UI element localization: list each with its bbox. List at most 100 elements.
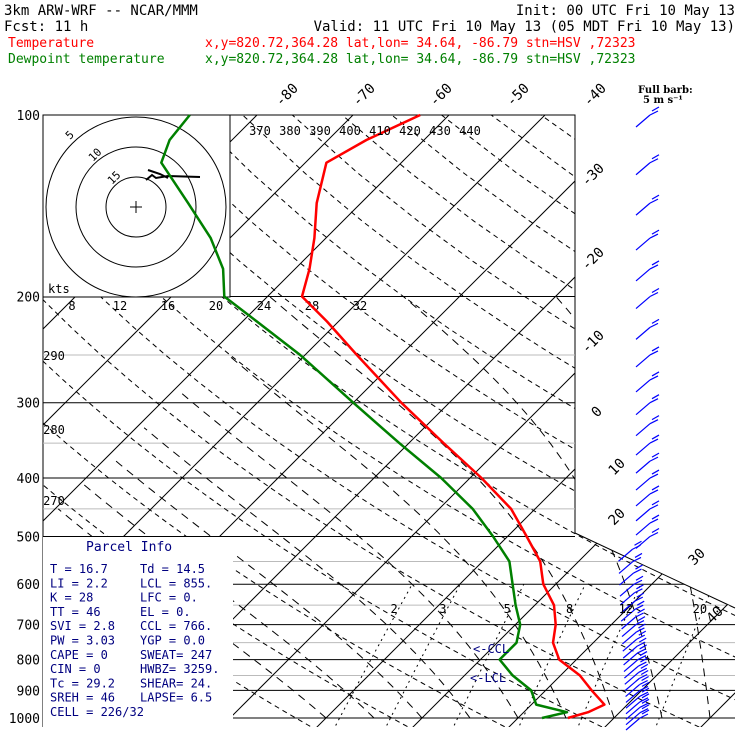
parcel-info-right: HWBZ= 3259.	[140, 662, 219, 676]
hodograph-trace	[145, 173, 201, 181]
wind-barb	[635, 423, 651, 437]
dry-adiabat	[540, 115, 735, 727]
theta-label: 440	[459, 124, 481, 138]
wind-barb	[649, 456, 659, 462]
wind-barb	[649, 419, 659, 425]
wind-barb	[649, 322, 659, 328]
hodograph-ring	[45, 116, 227, 298]
wind-barb	[635, 402, 651, 416]
wind-barb	[636, 634, 646, 640]
hodograph-scale-label: 24	[257, 299, 271, 313]
parcel-info-left: T = 16.7	[50, 562, 108, 576]
wind-barb	[649, 375, 659, 381]
wind-barb	[649, 264, 659, 270]
theta-left-label: 290	[43, 349, 65, 363]
wind-barb	[625, 701, 641, 715]
wind-barb	[651, 434, 660, 440]
wind-barb	[625, 717, 641, 731]
wind-barb	[621, 624, 637, 638]
isotherm-label-right: 20	[606, 506, 629, 529]
isotherm-label-right: 10	[606, 456, 629, 479]
wind-barb	[635, 477, 651, 491]
wind-barb	[635, 612, 644, 618]
pressure-label-400: 400	[17, 472, 40, 487]
hodograph-units: kts	[48, 282, 70, 296]
wind-barb	[649, 233, 659, 239]
wind-barb	[639, 644, 647, 650]
parcel-info-right: EL = 0.	[140, 605, 191, 619]
wind-barb	[636, 641, 646, 647]
isotherm-label-top: -40	[581, 81, 610, 110]
pressure-label-300: 300	[17, 397, 40, 412]
wind-barb	[619, 583, 635, 597]
wind-barb	[622, 631, 637, 645]
temperature-legend: Temperature	[8, 36, 94, 51]
wind-barb	[623, 659, 639, 673]
pressure-label-500: 500	[17, 530, 40, 545]
parcel-info-right: LAPSE= 6.5	[140, 691, 212, 705]
wind-barb	[636, 600, 645, 606]
valid-time: Valid: 11 UTC Fri 10 May 13 (05 MDT Fri …	[314, 19, 735, 35]
temperature-point-info: x,y=820.72,364.28 lat,lon= 34.64, -86.79…	[205, 36, 635, 51]
wind-barb	[634, 540, 642, 546]
parcel-info-right: SWEAT= 247	[140, 648, 212, 662]
dewpoint-point-info: x,y=820.72,364.28 lat,lon= 34.64, -86.79…	[205, 52, 635, 67]
wind-barb	[635, 508, 651, 522]
hodograph-scale-label: 16	[161, 299, 175, 313]
dry-adiabat	[640, 115, 735, 727]
mixing-ratio-label: 2	[390, 602, 397, 616]
isotherm-label-right: -30	[579, 161, 608, 190]
isotherm-label-top: -70	[350, 81, 379, 110]
wind-barb	[639, 651, 648, 657]
wind-barb	[635, 522, 651, 536]
wind-barb	[635, 162, 651, 176]
wind-barb	[651, 288, 660, 294]
wind-barb	[635, 202, 651, 216]
wind-barb	[649, 158, 659, 164]
mixing-ratio-label: 3	[439, 602, 446, 616]
wind-barb	[649, 398, 659, 404]
wind-barb	[634, 552, 643, 558]
dry-adiabat	[590, 115, 735, 727]
wind-barb	[635, 379, 651, 393]
dry-adiabat	[43, 115, 735, 727]
wind-barb	[638, 623, 646, 629]
wind-barb	[635, 564, 643, 570]
isotherm	[504, 115, 735, 727]
wind-legend-line2: 5 m s⁻¹	[643, 95, 683, 106]
mixing-ratio-line	[451, 583, 525, 727]
hodograph-scale-label: 8	[68, 299, 75, 313]
wind-barb	[635, 493, 651, 507]
wind-barb	[649, 518, 659, 524]
wind-barb	[635, 460, 651, 474]
pressure-label-900: 900	[17, 684, 40, 699]
wind-barb	[618, 560, 634, 574]
parcel-info-left: CAPE = 0	[50, 648, 108, 662]
wind-barb	[638, 630, 647, 636]
wind-barb	[620, 592, 635, 606]
moist-adiabat	[111, 457, 423, 719]
wind-barb	[636, 592, 645, 598]
moist-adiabat	[227, 354, 567, 719]
model-title: 3km ARW-WRF -- NCAR/MMM	[4, 3, 198, 19]
theta-label: 370	[249, 124, 271, 138]
wind-barb	[639, 702, 649, 708]
wind-barb	[636, 584, 644, 590]
wind-barb	[649, 473, 659, 479]
wind-barb	[639, 708, 649, 714]
pressure-label-100: 100	[17, 109, 40, 124]
wind-barb	[649, 350, 659, 356]
wind-barb	[651, 394, 660, 400]
wind-barb	[634, 604, 644, 610]
wind-barb	[651, 260, 660, 266]
parcel-info-left: SVI = 2.8	[50, 619, 115, 633]
wind-barb	[625, 695, 641, 709]
temperature-line	[300, 113, 606, 720]
wind-barb	[620, 608, 636, 622]
pressure-label-1000: 1000	[9, 712, 40, 727]
wind-barb	[651, 346, 660, 352]
hodograph-scale-label: 32	[353, 299, 367, 313]
isotherm	[43, 115, 450, 727]
wind-barb	[637, 648, 646, 654]
wind-barb	[641, 687, 650, 693]
